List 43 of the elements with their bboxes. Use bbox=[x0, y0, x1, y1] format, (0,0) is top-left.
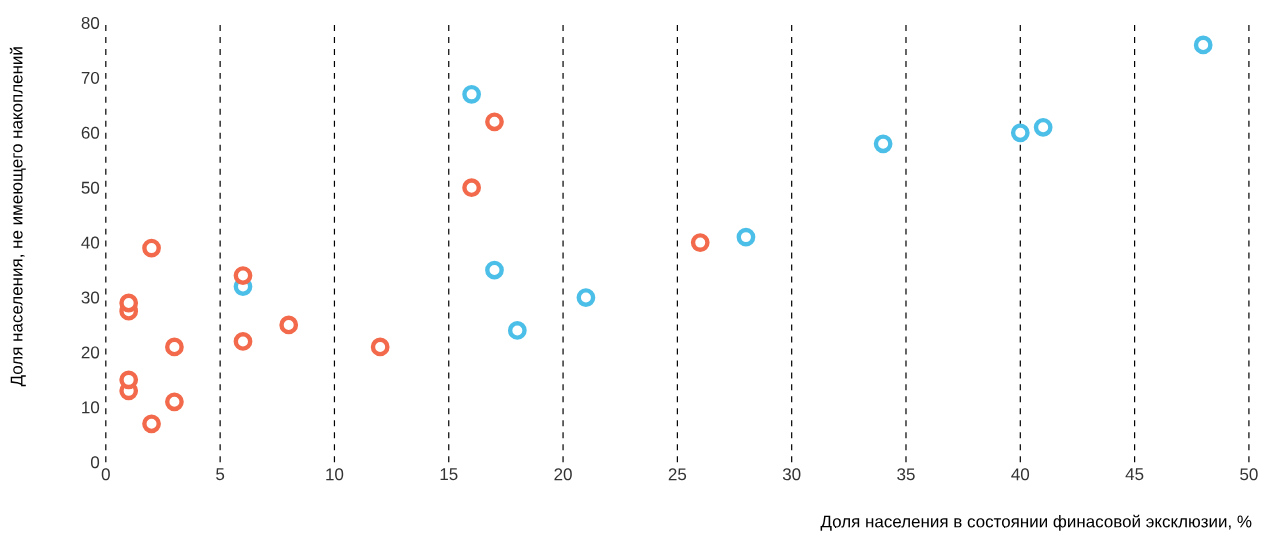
point bbox=[119, 293, 139, 313]
x-tick-label: 0 bbox=[101, 468, 110, 481]
point bbox=[485, 112, 504, 132]
y-tick-label: 50 bbox=[81, 181, 100, 194]
x-axis-title: Доля населения в состоянии финасовой эксклюзии, % bbox=[820, 514, 1252, 531]
x-tick-label: 30 bbox=[782, 468, 801, 481]
point bbox=[736, 227, 756, 247]
x-tick-label: 5 bbox=[216, 468, 225, 481]
point bbox=[485, 260, 504, 280]
y-tick-label: 0 bbox=[90, 456, 100, 469]
y-tick-label: 30 bbox=[81, 291, 100, 304]
point bbox=[233, 266, 253, 285]
point bbox=[1033, 117, 1053, 137]
point bbox=[462, 178, 482, 198]
point bbox=[119, 370, 139, 390]
y-tick-label: 70 bbox=[81, 71, 100, 84]
point bbox=[165, 392, 184, 412]
y-tick-label: 40 bbox=[81, 236, 100, 249]
point bbox=[873, 134, 893, 154]
y-tick-label: 20 bbox=[81, 346, 100, 359]
point bbox=[165, 337, 184, 357]
x-tick-label: 35 bbox=[897, 468, 915, 481]
point bbox=[462, 84, 482, 104]
y-axis-title: Доля населения, не имеющего накоплений bbox=[9, 47, 26, 387]
x-tick-label: 20 bbox=[554, 468, 572, 481]
point bbox=[279, 315, 299, 335]
y-tick-label: 80 bbox=[81, 16, 100, 29]
y-tick-label: 10 bbox=[82, 401, 100, 414]
point bbox=[690, 233, 710, 252]
x-tick-label: 15 bbox=[440, 468, 458, 481]
point bbox=[1010, 123, 1030, 143]
y-tick-label: 60 bbox=[81, 126, 100, 139]
x-tick-label: 25 bbox=[668, 468, 687, 481]
point bbox=[576, 288, 596, 307]
point bbox=[507, 321, 527, 340]
x-tick-label: 45 bbox=[1125, 468, 1144, 481]
point bbox=[142, 414, 161, 434]
point bbox=[142, 238, 161, 258]
x-tick-label: 40 bbox=[1011, 468, 1030, 481]
x-tick-label: 50 bbox=[1240, 468, 1258, 481]
point bbox=[370, 337, 390, 357]
x-tick-label: 10 bbox=[326, 468, 344, 481]
point bbox=[233, 332, 253, 351]
